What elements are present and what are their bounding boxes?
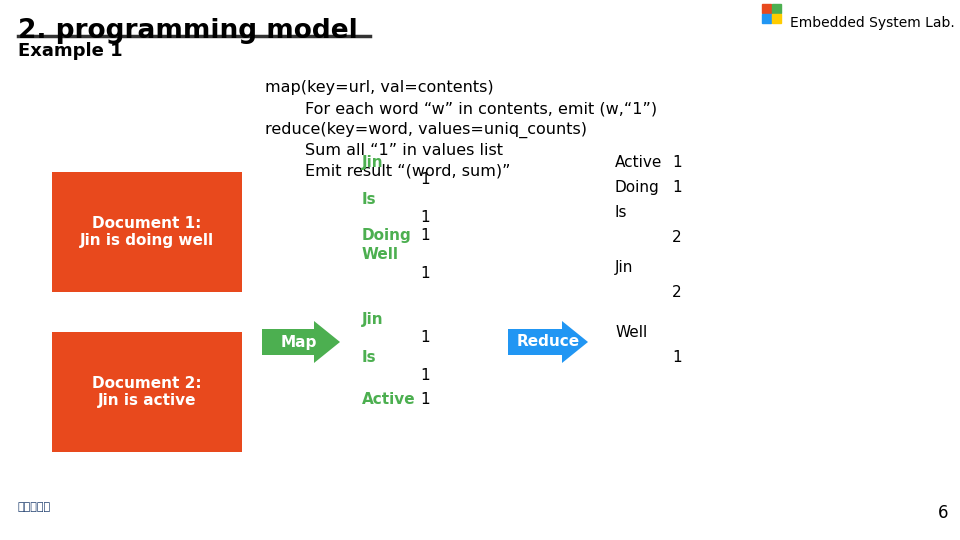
Text: Reduce: Reduce bbox=[516, 334, 580, 349]
Bar bbox=[772, 14, 781, 23]
Text: Jin: Jin bbox=[615, 260, 634, 275]
Text: Is: Is bbox=[362, 350, 376, 365]
Text: Well: Well bbox=[362, 247, 399, 262]
Text: 2: 2 bbox=[672, 230, 682, 245]
Text: 1: 1 bbox=[420, 392, 430, 407]
Text: Jin: Jin bbox=[362, 312, 384, 327]
Bar bbox=[762, 4, 771, 13]
Text: 1: 1 bbox=[420, 210, 430, 225]
FancyArrow shape bbox=[262, 321, 340, 363]
FancyArrow shape bbox=[508, 321, 588, 363]
Text: Active: Active bbox=[362, 392, 416, 407]
Text: Sum all “1” in values list: Sum all “1” in values list bbox=[305, 143, 503, 158]
Text: Example 1: Example 1 bbox=[18, 42, 123, 60]
Text: 1: 1 bbox=[420, 266, 430, 281]
Text: 1: 1 bbox=[420, 330, 430, 345]
Text: Emit result “(word, sum)”: Emit result “(word, sum)” bbox=[305, 164, 511, 179]
Text: map(key=url, val=contents): map(key=url, val=contents) bbox=[265, 80, 493, 95]
Bar bbox=[772, 4, 781, 13]
Text: 1: 1 bbox=[672, 180, 682, 195]
Text: Embedded System Lab.: Embedded System Lab. bbox=[790, 16, 955, 30]
Text: 1: 1 bbox=[420, 228, 430, 243]
Text: For each word “w” in contents, emit (w,“1”): For each word “w” in contents, emit (w,“… bbox=[305, 101, 658, 116]
Text: 2: 2 bbox=[672, 285, 682, 300]
Text: Well: Well bbox=[615, 325, 647, 340]
Text: Document 2:
Jin is active: Document 2: Jin is active bbox=[92, 376, 202, 408]
Bar bbox=[762, 14, 771, 23]
Text: 2. programming model: 2. programming model bbox=[18, 18, 358, 44]
Text: Map: Map bbox=[281, 334, 317, 349]
Text: Jin: Jin bbox=[362, 155, 384, 170]
FancyBboxPatch shape bbox=[52, 172, 242, 292]
Text: 6: 6 bbox=[938, 504, 948, 522]
Text: Active: Active bbox=[615, 155, 662, 170]
Text: 1: 1 bbox=[420, 368, 430, 383]
Text: 1: 1 bbox=[420, 172, 430, 187]
Text: 단국대학교: 단국대학교 bbox=[18, 502, 51, 512]
Text: Is: Is bbox=[362, 192, 376, 207]
Text: 1: 1 bbox=[672, 350, 682, 365]
FancyBboxPatch shape bbox=[52, 332, 242, 452]
Text: Doing: Doing bbox=[615, 180, 660, 195]
Text: Is: Is bbox=[615, 205, 628, 220]
Text: reduce(key=word, values=uniq_counts): reduce(key=word, values=uniq_counts) bbox=[265, 122, 587, 138]
Text: Doing: Doing bbox=[362, 228, 412, 243]
Text: Document 1:
Jin is doing well: Document 1: Jin is doing well bbox=[80, 216, 214, 248]
Text: 1: 1 bbox=[672, 155, 682, 170]
